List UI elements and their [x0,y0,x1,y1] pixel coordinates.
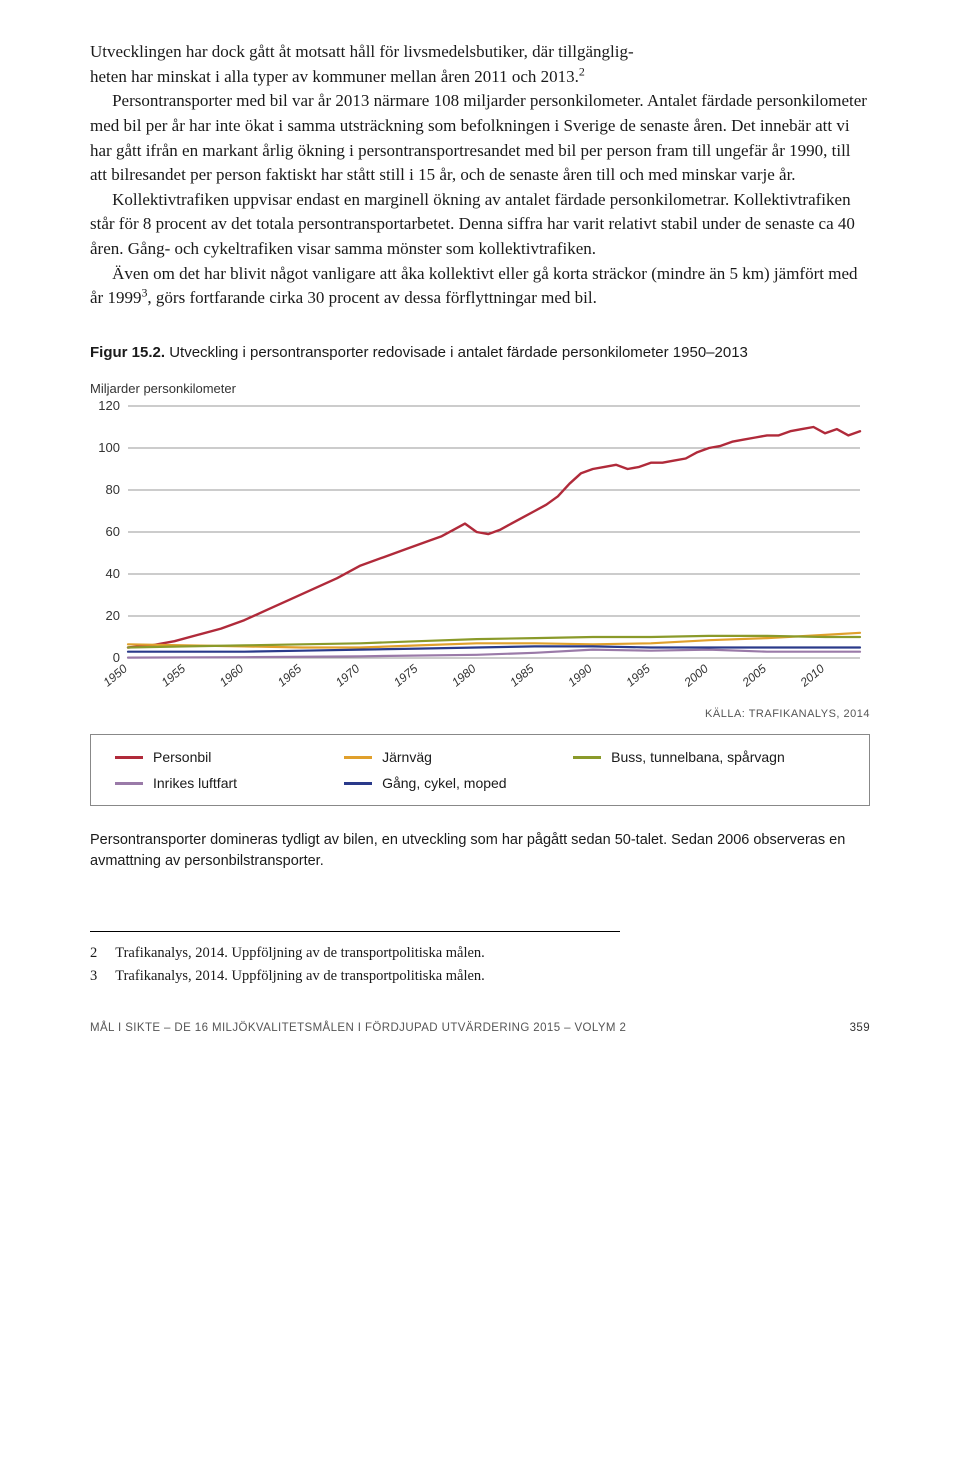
svg-text:1985: 1985 [507,662,537,690]
chart-legend: Personbil Järnväg Buss, tunnelbana, spårva… [90,734,870,806]
footnote-number: 2 [90,942,97,965]
svg-text:1955: 1955 [159,662,189,690]
svg-text:2005: 2005 [739,662,769,691]
svg-text:100: 100 [98,440,120,455]
legend-swatch [344,756,372,759]
footnotes: 2 Trafikanalys, 2014. Uppföljning av de t… [90,931,620,988]
chart-svg: 0204060801001201950195519601965197019751… [90,400,870,700]
legend-swatch [344,782,372,785]
paragraph: Även om det har blivit något vanligare a… [90,262,870,311]
svg-text:120: 120 [98,400,120,413]
legend-item: Personbil [115,749,324,765]
svg-text:40: 40 [106,566,120,581]
svg-text:2010: 2010 [797,662,827,691]
svg-text:80: 80 [106,482,120,497]
footnote: 3 Trafikanalys, 2014. Uppföljning av de t… [90,965,620,988]
figure-subcaption: Persontransporter domineras tydligt av b… [90,830,870,871]
legend-item: Gång, cykel, moped [344,775,553,791]
legend-label: Personbil [153,749,211,765]
y-axis-title: Miljarder personkilometer [90,381,870,396]
svg-text:1970: 1970 [333,662,363,690]
chart-source: KÄLLA: TRAFIKANALYS, 2014 [90,708,870,720]
footnote: 2 Trafikanalys, 2014. Uppföljning av de t… [90,942,620,965]
paragraph: Kollektivtrafiken uppvisar endast en mar… [90,188,870,262]
legend-swatch [573,756,601,759]
legend-swatch [115,756,143,759]
footnote-ref: 2 [579,64,585,78]
footer-text: MÅL I SIKTE – DE 16 MILJÖKVALITETSMÅLEN … [90,1022,626,1034]
footnote-text: Trafikanalys, 2014. Uppföljning av de tr… [115,942,485,965]
legend-item: Järnväg [344,749,553,765]
text-run: Utvecklingen har dock gått åt motsatt hå… [90,42,634,61]
article-body: Utvecklingen har dock gått åt motsatt hå… [90,40,870,311]
legend-item: Inrikes luftfart [115,775,324,791]
legend-label: Buss, tunnelbana, spårvagn [611,749,785,765]
svg-text:1950: 1950 [100,662,130,690]
legend-label: Järnväg [382,749,432,765]
svg-text:20: 20 [106,608,120,623]
page-footer: MÅL I SIKTE – DE 16 MILJÖKVALITETSMÅLEN … [90,1022,870,1034]
svg-text:1975: 1975 [391,662,421,690]
text-run: , görs fortfarande cirka 30 procent av d… [147,288,596,307]
svg-text:1965: 1965 [275,662,305,690]
legend-label: Gång, cykel, moped [382,775,507,791]
footnote-number: 3 [90,965,97,988]
figure-block: Figur 15.2. Utveckling i persontransport… [90,343,870,871]
svg-text:60: 60 [106,524,120,539]
text-run: heten har minskat i alla typer av kommun… [90,67,579,86]
line-chart: 0204060801001201950195519601965197019751… [90,400,870,700]
svg-text:2000: 2000 [681,662,711,691]
footnote-text: Trafikanalys, 2014. Uppföljning av de tr… [115,965,485,988]
paragraph: Persontransporter med bil var år 2013 nä… [90,89,870,188]
svg-text:1960: 1960 [217,662,247,690]
svg-text:1980: 1980 [449,662,479,690]
svg-text:1995: 1995 [623,662,653,690]
figure-label: Figur 15.2. [90,344,165,361]
paragraph: Utvecklingen har dock gått åt motsatt hå… [90,40,870,89]
legend-item: Buss, tunnelbana, spårvagn [573,749,845,765]
figure-caption-text: Utveckling i persontransporter redovisad… [165,344,748,361]
figure-caption: Figur 15.2. Utveckling i persontransport… [90,343,870,363]
page-number: 359 [850,1022,870,1034]
legend-label: Inrikes luftfart [153,775,237,791]
legend-swatch [115,782,143,785]
svg-text:1990: 1990 [565,662,595,690]
